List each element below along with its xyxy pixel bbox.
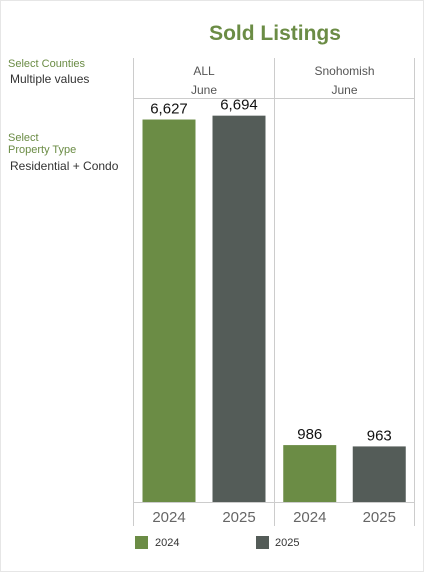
panel-header-snohomish: Snohomish [314, 64, 375, 78]
property-type-filter-label: Select Property Type [8, 132, 77, 156]
bar-snohomish-2024 [283, 445, 337, 502]
data-label-snohomish-2024: 986 [297, 426, 322, 443]
bar-snohomish-2025 [352, 446, 406, 502]
data-label-all-2025: 6,694 [220, 97, 258, 114]
header-divider [133, 98, 414, 99]
axis-baseline [133, 502, 414, 503]
legend-swatch-2025 [256, 536, 269, 549]
panel-month-snohomish: June [331, 83, 358, 97]
panel-divider-middle [274, 58, 275, 526]
data-label-all-2024: 6,627 [150, 101, 188, 118]
panel-header-all: ALL [193, 64, 215, 78]
data-label-snohomish-2025: 963 [367, 427, 392, 444]
legend-label-2024: 2024 [155, 537, 180, 549]
county-filter-label: Select Counties [8, 58, 86, 70]
x-tick-label-all-2025: 2025 [222, 509, 255, 526]
panel-divider-left [133, 58, 134, 526]
x-tick-label-snohomish-2025: 2025 [363, 509, 396, 526]
legend-swatch-2024 [135, 536, 148, 549]
property-type-filter-value[interactable]: Residential + Condo [10, 159, 119, 173]
bar-all-2025 [212, 115, 266, 502]
bar-all-2024 [142, 119, 196, 502]
page-title: Sold Listings [209, 22, 341, 45]
panel-month-all: June [190, 83, 218, 97]
county-filter-value[interactable]: Multiple values [10, 72, 90, 86]
x-tick-label-snohomish-2024: 2024 [293, 509, 326, 526]
legend-label-2025: 2025 [275, 537, 300, 549]
panel-divider-right [414, 58, 415, 526]
x-tick-label-all-2024: 2024 [152, 509, 185, 526]
